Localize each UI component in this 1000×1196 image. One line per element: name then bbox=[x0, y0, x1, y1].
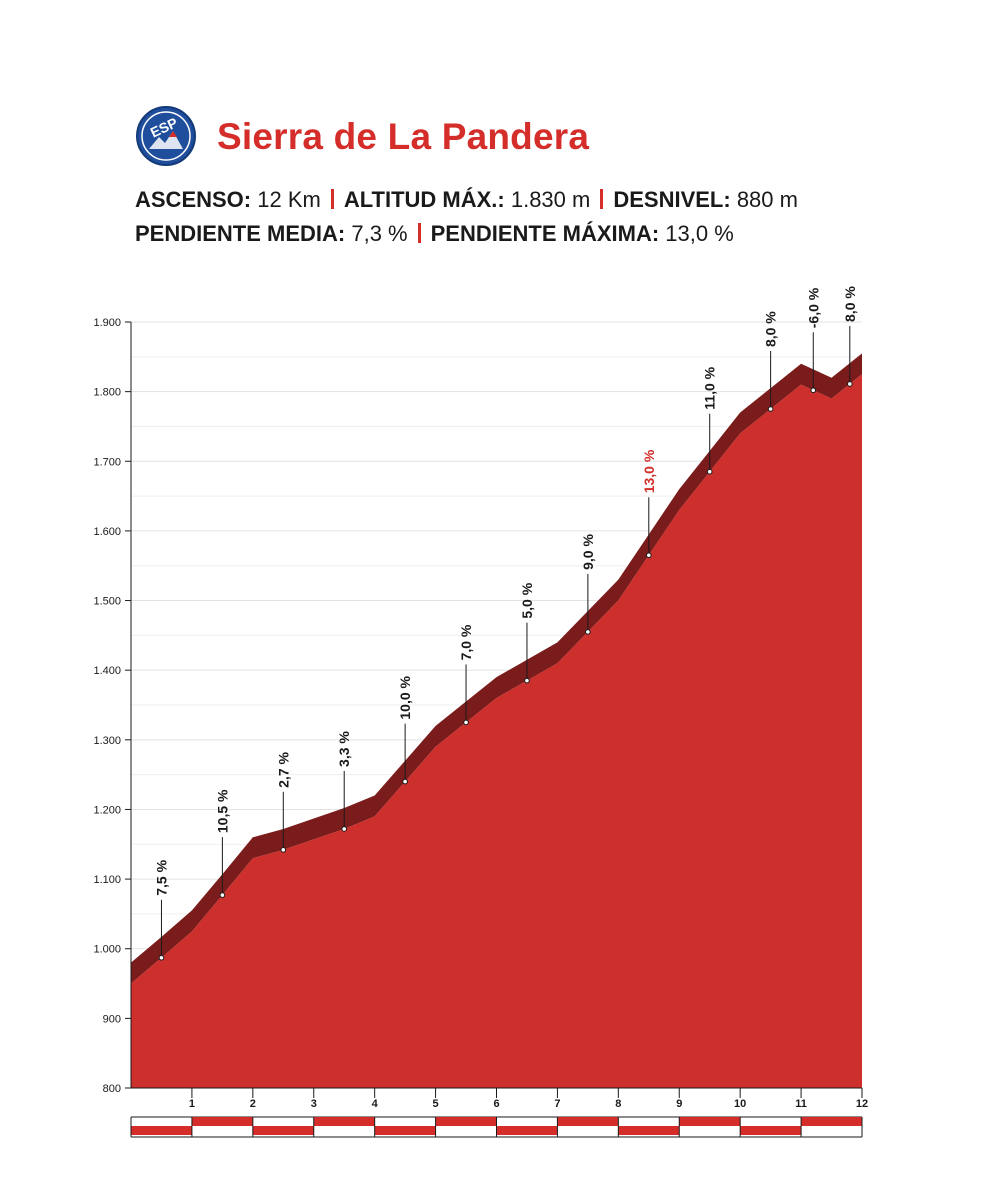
gradient-marker-dot bbox=[524, 677, 530, 684]
gradient-marker-dot bbox=[219, 892, 226, 898]
climb-header: ESP Sierra de La Pandera ASCENSO: 12 Km A… bbox=[135, 103, 935, 263]
gradient-label: 11,0 % bbox=[702, 366, 718, 409]
scale-bar-segment bbox=[374, 1126, 436, 1135]
x-tick-label: 9 bbox=[676, 1098, 682, 1110]
gradient-marker-dot bbox=[847, 381, 853, 387]
stats-line-2: PENDIENTE MEDIA: 7,3 % PENDIENTE MÁXIMA: … bbox=[135, 221, 734, 247]
gradient-marker-dot bbox=[341, 826, 348, 832]
separator bbox=[600, 189, 604, 209]
y-tick-label: 1.700 bbox=[93, 456, 121, 468]
gradient-marker-dot bbox=[706, 468, 713, 475]
gradient-marker-dot bbox=[810, 387, 817, 394]
scale-bar-segment bbox=[740, 1126, 802, 1135]
gradient-label: 10,0 % bbox=[397, 675, 413, 719]
gradient-marker-dot bbox=[280, 847, 287, 853]
max-gradient-label: PENDIENTE MÁXIMA: bbox=[430, 221, 660, 246]
gradient-label: 13,0 % bbox=[641, 449, 657, 493]
y-tick-label: 1.800 bbox=[93, 387, 121, 399]
y-tick-label: 1.100 bbox=[93, 874, 121, 886]
scale-bar-segment bbox=[801, 1117, 862, 1126]
max-altitude-value: 1.830 m bbox=[504, 187, 591, 212]
gradient-label: 2,7 % bbox=[275, 751, 291, 787]
scale-bar-segment bbox=[252, 1126, 314, 1135]
profile-ridge bbox=[131, 353, 862, 984]
stats-line-1: ASCENSO: 12 Km ALTITUD MÁX.: 1.830 m DESNI… bbox=[135, 187, 798, 213]
esp-logo: ESP bbox=[135, 105, 197, 167]
gradient-label: 3,3 % bbox=[336, 731, 352, 767]
scale-bar-segment bbox=[496, 1126, 558, 1135]
max-altitude-label: ALTITUD MÁX.: bbox=[343, 187, 505, 212]
y-tick-label: 1.900 bbox=[93, 317, 121, 329]
x-tick-label: 12 bbox=[856, 1098, 868, 1110]
climb-title: Sierra de La Pandera bbox=[217, 116, 590, 157]
gradient-label: 7,5 % bbox=[153, 859, 169, 895]
scale-bar-segment bbox=[313, 1117, 375, 1126]
scale-bar-segment bbox=[131, 1126, 192, 1135]
gradient-marker-dot bbox=[767, 406, 774, 412]
x-tick-label: 11 bbox=[795, 1098, 807, 1110]
ascent-value: 12 Km bbox=[251, 187, 321, 212]
gradient-label: 5,0 % bbox=[519, 582, 535, 618]
scale-bar-segment bbox=[435, 1117, 497, 1126]
scale-bar-segment bbox=[618, 1126, 680, 1135]
y-tick-label: 1.500 bbox=[93, 596, 121, 608]
ascent-label: ASCENSO: bbox=[135, 187, 252, 212]
separator bbox=[417, 223, 421, 243]
x-tick-label: 5 bbox=[433, 1098, 439, 1110]
gradient-label: -6,0 % bbox=[805, 287, 821, 328]
gradient-marker-dot bbox=[158, 954, 165, 961]
x-tick-label: 4 bbox=[372, 1098, 379, 1110]
scale-bar-segment bbox=[679, 1117, 741, 1126]
gradient-label: 9,0 % bbox=[580, 534, 596, 570]
gradient-marker-dot bbox=[402, 778, 408, 785]
max-gradient-value: 13,0 % bbox=[659, 221, 734, 246]
y-tick-label: 1.000 bbox=[93, 944, 121, 956]
elevation-gain-label: DESNIVEL: bbox=[613, 187, 731, 212]
avg-gradient-value: 7,3 % bbox=[345, 221, 408, 246]
x-tick-label: 7 bbox=[554, 1098, 560, 1110]
profile-area bbox=[131, 374, 862, 1088]
x-tick-label: 10 bbox=[734, 1098, 746, 1110]
x-tick-label: 6 bbox=[493, 1098, 499, 1110]
separator bbox=[330, 189, 334, 209]
y-tick-label: 1.300 bbox=[93, 735, 121, 747]
elevation-gain-value: 880 m bbox=[730, 187, 798, 212]
x-tick-label: 8 bbox=[615, 1098, 621, 1110]
avg-gradient-label: PENDIENTE MEDIA: bbox=[135, 221, 346, 246]
x-tick-label: 1 bbox=[189, 1098, 195, 1110]
gradient-marker-dot bbox=[463, 719, 469, 726]
y-tick-label: 1.400 bbox=[93, 665, 121, 677]
gradient-label: 8,0 % bbox=[763, 311, 779, 347]
gradient-label: 7,0 % bbox=[458, 624, 474, 660]
gradient-label: 8,0 % bbox=[842, 286, 858, 322]
x-tick-label: 3 bbox=[311, 1098, 317, 1110]
scale-bar-segment bbox=[191, 1117, 253, 1126]
y-tick-label: 1.200 bbox=[93, 804, 121, 816]
gradient-marker-dot bbox=[585, 629, 591, 635]
y-tick-label: 1.600 bbox=[93, 526, 121, 538]
gradient-label: 10,5 % bbox=[214, 789, 230, 833]
y-tick-label: 900 bbox=[103, 1013, 121, 1025]
x-tick-label: 2 bbox=[250, 1098, 256, 1110]
scale-bar-segment bbox=[557, 1117, 619, 1126]
y-tick-label: 800 bbox=[103, 1083, 121, 1095]
gradient-marker-dot bbox=[645, 552, 652, 559]
